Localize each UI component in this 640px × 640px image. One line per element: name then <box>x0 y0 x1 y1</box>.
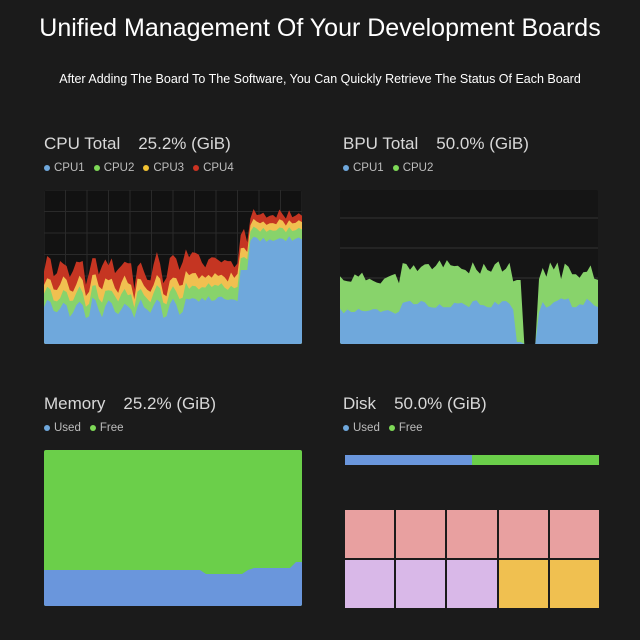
legend-item: CPU1 <box>343 162 384 174</box>
memory-panel-header: Memory 25.2% (GiB) <box>44 394 302 414</box>
cpu-panel: CPU Total 25.2% (GiB) CPU1 CPU2 CPU3 CPU4 <box>44 134 302 344</box>
disk-block <box>498 560 548 608</box>
bpu-legend: CPU1 CPU2 <box>343 162 601 176</box>
cpu-panel-title: CPU Total <box>44 134 121 153</box>
legend-dot-icon <box>93 165 100 171</box>
bpu-panel-header: BPU Total 50.0% (GiB) <box>343 134 601 154</box>
cpu-panel-header: CPU Total 25.2% (GiB) <box>44 134 302 154</box>
memory-panel-title: Memory <box>44 394 106 413</box>
legend-label: Free <box>99 422 124 434</box>
memory-legend: Used Free <box>44 422 302 436</box>
legend-label: CPU2 <box>103 162 135 174</box>
legend-label: CPU3 <box>153 162 185 174</box>
cpu-chart-svg <box>44 190 302 344</box>
disk-block <box>549 510 599 558</box>
memory-panel-value: 25.2% (GiB) <box>123 394 216 413</box>
memory-chart-svg <box>44 450 302 606</box>
page-title: Unified Management Of Your Development B… <box>39 14 601 42</box>
bpu-panel-value: 50.0% (GiB) <box>436 134 529 153</box>
legend-label: Used <box>353 422 380 434</box>
legend-label: CPU2 <box>402 162 434 174</box>
disk-legend: Used Free <box>343 422 601 436</box>
legend-dot-icon <box>89 425 96 431</box>
bpu-panel: BPU Total 50.0% (GiB) CPU1 CPU2 <box>340 134 601 344</box>
cpu-panel-value: 25.2% (GiB) <box>138 134 231 153</box>
disk-block <box>447 560 497 608</box>
page-subtitle: After Adding The Board To The Software, … <box>59 72 581 86</box>
legend-dot-icon <box>343 425 349 431</box>
bpu-chart-svg <box>340 217 598 344</box>
legend-label: Free <box>398 422 423 434</box>
cpu-legend: CPU1 CPU2 CPU3 CPU4 <box>44 162 302 176</box>
disk-usage-used <box>345 455 472 465</box>
legend-dot-icon <box>44 165 50 171</box>
bpu-cpu1-area <box>340 298 598 344</box>
legend-dot-icon <box>193 165 200 171</box>
legend-dot-icon <box>44 425 50 431</box>
legend-item: CPU3 <box>143 162 184 174</box>
legend-item: CPU4 <box>193 162 234 174</box>
disk-block <box>345 510 395 558</box>
bpu-panel-title: BPU Total <box>343 134 419 153</box>
disk-panel-header: Disk 50.0% (GiB) <box>343 394 601 414</box>
disk-block <box>498 510 548 558</box>
memory-used-area <box>44 562 302 606</box>
memory-panel: Memory 25.2% (GiB) Used Free <box>44 394 302 606</box>
disk-block <box>447 510 497 558</box>
memory-chart <box>44 450 302 606</box>
cpu-chart <box>44 190 302 344</box>
legend-item: CPU1 <box>44 162 85 174</box>
disk-panel-value: 50.0% (GiB) <box>394 394 487 413</box>
legend-label: CPU1 <box>54 162 85 174</box>
legend-label: Used <box>54 422 81 434</box>
legend-dot-icon <box>388 425 395 431</box>
disk-block <box>396 560 446 608</box>
cpu1-area <box>44 236 302 344</box>
bpu-chart <box>340 190 598 344</box>
legend-label: CPU4 <box>203 162 234 174</box>
legend-item: CPU2 <box>93 162 135 174</box>
legend-item: Free <box>89 422 124 434</box>
disk-panel-title: Disk <box>343 394 377 413</box>
legend-dot-icon <box>343 165 349 171</box>
disk-block-grid <box>345 510 599 608</box>
disk-block <box>345 560 395 608</box>
legend-item: Used <box>343 422 380 434</box>
legend-item: Used <box>44 422 81 434</box>
disk-panel: Disk 50.0% (GiB) Used Free <box>343 394 601 608</box>
legend-label: CPU1 <box>353 162 384 174</box>
disk-block <box>396 510 446 558</box>
legend-dot-icon <box>392 165 399 171</box>
disk-usage-bar <box>345 455 599 465</box>
disk-block <box>549 560 599 608</box>
disk-usage-free <box>472 455 599 465</box>
legend-dot-icon <box>143 165 150 171</box>
legend-item: Free <box>388 422 423 434</box>
legend-item: CPU2 <box>392 162 434 174</box>
